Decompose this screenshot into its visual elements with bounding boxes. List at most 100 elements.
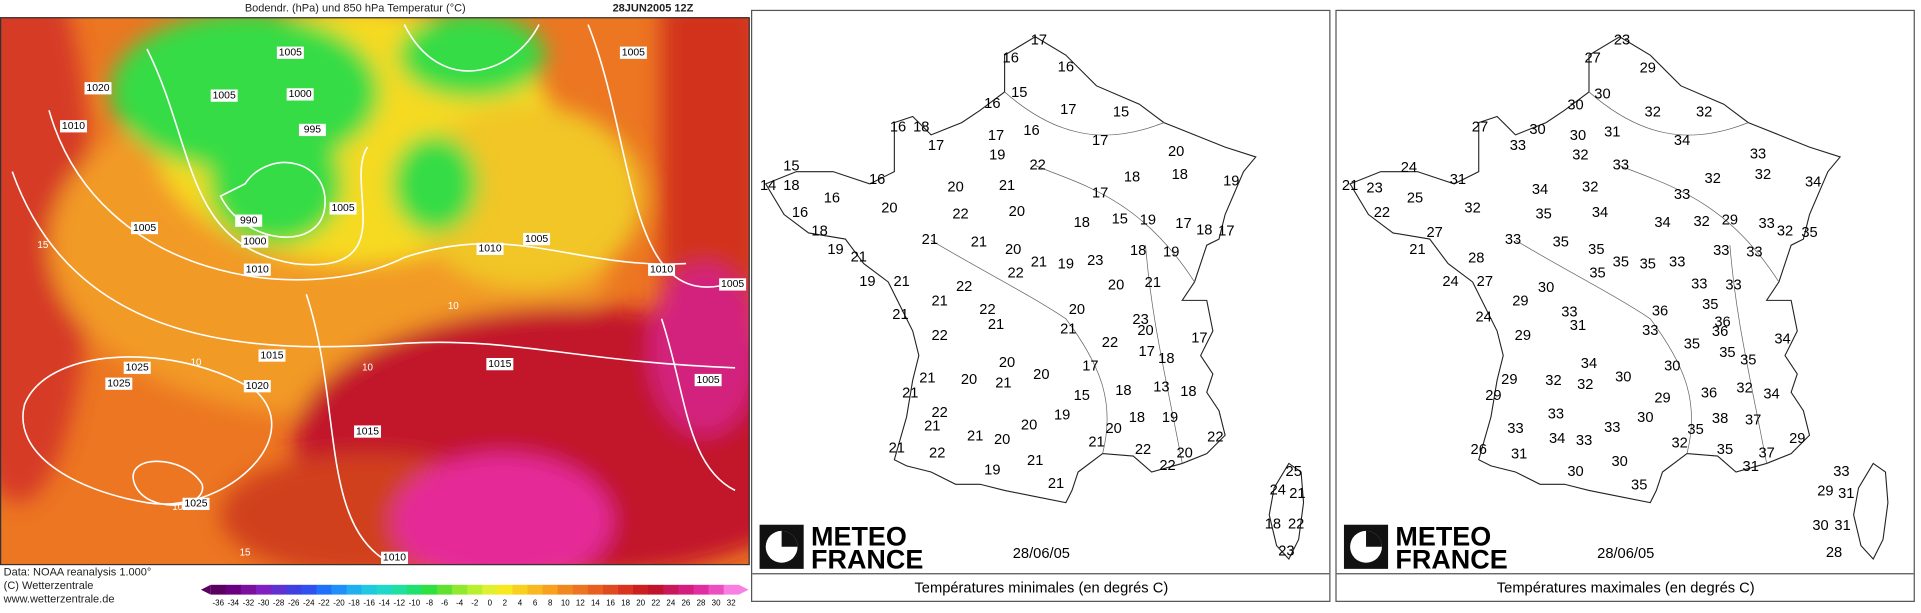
station-temperature: 33 [1833, 464, 1849, 480]
station-temperature: 16 [1058, 59, 1074, 75]
station-temperature: 17 [988, 128, 1004, 144]
logo: METEO FRANCE [759, 521, 923, 575]
isobar-label-box [298, 123, 326, 137]
station-temperature: 22 [1159, 458, 1175, 474]
isobar-label: 1020 [86, 83, 109, 94]
station-temperature: 32 [1736, 381, 1752, 397]
station-temperature: 16 [890, 119, 906, 135]
isotherm-label: 10 [172, 502, 183, 513]
isobar-label: 1010 [383, 553, 406, 564]
station-temperature: 33 [1561, 305, 1577, 321]
colorbar-tick-label: -4 [456, 598, 464, 607]
station-temperature: 16 [869, 172, 885, 188]
isobar-label: 1010 [478, 244, 501, 255]
station-temperature: 18 [1124, 170, 1140, 186]
credit: www.wetterzentrale.de [3, 593, 115, 605]
isotherm-label: 10 [191, 357, 202, 368]
colorbar-swatch [648, 584, 664, 595]
station-temperature: 20 [1009, 204, 1025, 220]
station-temperature: 16 [984, 96, 1000, 112]
weather-map [0, 17, 750, 566]
colorbar: -36 -34 -32 -30 -28 -26 -24 -22 -20 -18 -16 -14 -12-… [200, 584, 749, 607]
isobar-label: 1020 [246, 381, 269, 392]
station-temperature: 21 [967, 428, 983, 444]
station-temperature: 25 [1286, 464, 1302, 480]
isobar-label-box [476, 242, 504, 256]
station-temperature: 27 [1472, 119, 1488, 135]
station-temperature: 31 [1743, 459, 1759, 475]
panel-date: 28/06/05 [1013, 546, 1070, 562]
station-temperature: 27 [1477, 274, 1493, 290]
station-temperature: 19 [1140, 213, 1156, 229]
isobars [11, 24, 736, 565]
station-temperature: 22 [929, 446, 945, 462]
station-temperature: 18 [811, 224, 827, 240]
station-temperature: 34 [1805, 175, 1821, 191]
station-temperature: 21 [1031, 254, 1047, 270]
isobar-label: 1025 [126, 363, 149, 374]
isobar-label-box [131, 221, 159, 235]
isobar-label: 995 [304, 125, 322, 136]
panel-frame [1335, 9, 1915, 602]
station-temperature: 35 [1702, 297, 1718, 313]
colorbar-tick-label: -14 [378, 598, 390, 607]
station-temperature: 21 [894, 274, 910, 290]
map-date: 28JUN2005 12Z [613, 2, 694, 14]
colorbar-tick-label: 0 [488, 598, 493, 607]
isobar-label-box [523, 232, 551, 246]
station-temperature: 29 [1789, 431, 1805, 447]
colorbar-swatch [331, 584, 347, 595]
isobar-label: 1005 [622, 47, 645, 58]
colorbar-swatch [437, 584, 453, 595]
map-frame [0, 17, 750, 566]
station-temperature: 23 [1366, 181, 1382, 197]
station-temperature: 21 [851, 249, 867, 265]
station-temperature: 34 [1763, 387, 1779, 403]
station-temperature: 21 [971, 235, 987, 251]
colorbar-tick-label: -10 [409, 598, 421, 607]
station-temperature: 17 [1218, 224, 1234, 240]
panel-caption: Températures maximales (en degrés C) [1497, 580, 1755, 596]
station-temperature: 16 [1003, 51, 1019, 67]
station-temperature: 21 [988, 317, 1004, 333]
station-temperature: 33 [1507, 421, 1523, 437]
station-temperature: 33 [1613, 157, 1629, 173]
isobar-label-box [210, 89, 238, 102]
colorbar-tick-label: 32 [727, 598, 736, 607]
station-temperature: 21 [1048, 476, 1064, 492]
station-temperature: 30 [1567, 97, 1583, 113]
country-border [1349, 36, 1842, 504]
colorbar-swatch [572, 584, 589, 595]
colorbar-swatch [663, 584, 679, 595]
station-temperature: 30 [1615, 369, 1631, 385]
station-temperature: 20 [881, 200, 897, 216]
station-temperature: 30 [1594, 86, 1610, 102]
station-temperature: 23 [1132, 312, 1148, 328]
station-temperature: 33 [1713, 243, 1729, 259]
station-temperature: 21 [889, 441, 905, 457]
station-temperature: 19 [1223, 173, 1239, 189]
station-temperature: 19 [1162, 410, 1178, 426]
station-temperature: 17 [1175, 216, 1191, 232]
colorbar-swatch [286, 584, 302, 595]
colorbar-tick-label: -36 [213, 598, 225, 607]
station-temperature: 21 [1289, 486, 1305, 502]
station-temperature: 24 [1475, 309, 1491, 325]
station-temperature: 34 [1592, 205, 1608, 221]
station-temperature: 16 [792, 205, 808, 221]
isobar-label-box [241, 235, 269, 248]
station-temperature: 29 [1817, 484, 1833, 500]
station-temperature: 37 [1745, 412, 1761, 428]
isobar-label-box [619, 46, 647, 59]
station-temperature: 20 [1137, 323, 1153, 339]
station-temperature: 18 [1196, 222, 1212, 238]
station-temperature: 22 [1102, 335, 1118, 351]
station-temperature: 25 [1407, 190, 1423, 206]
colorbar-swatch [557, 584, 574, 595]
station-temperature: 37 [1758, 446, 1774, 462]
isobar-label: 1015 [356, 426, 379, 437]
station-temperature: 30 [1664, 358, 1680, 374]
isobar-label-box [329, 202, 357, 215]
station-temperature: 22 [932, 405, 948, 421]
